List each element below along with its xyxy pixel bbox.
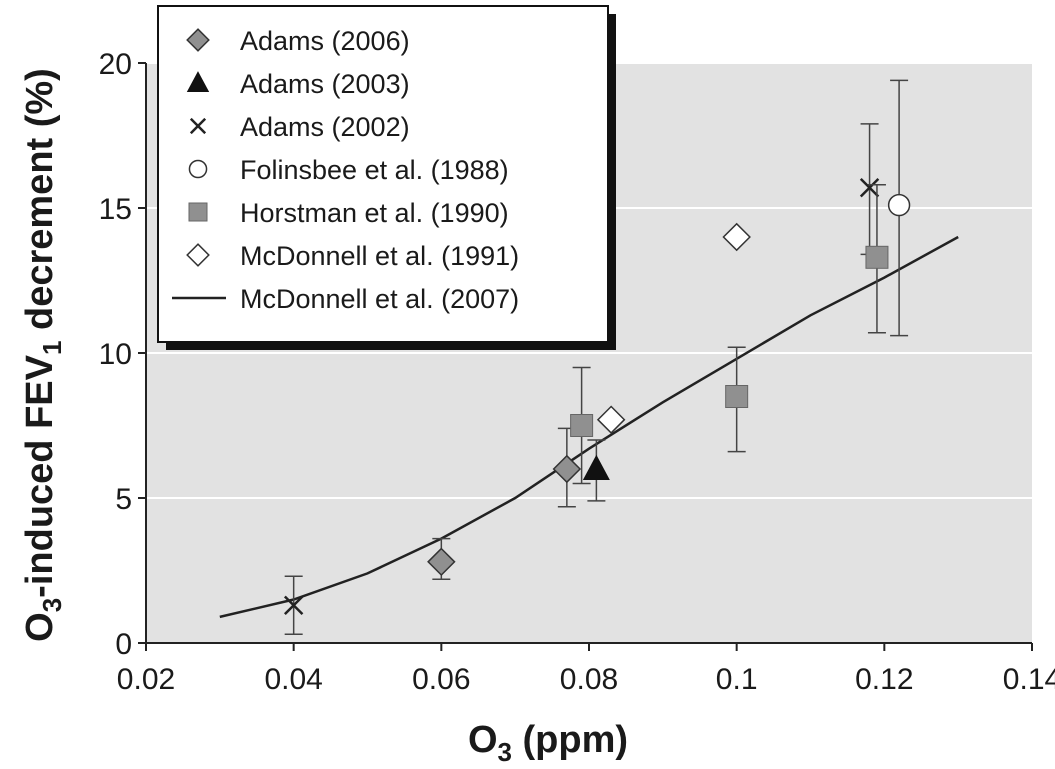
legend-label: Horstman et al. (1990)	[240, 198, 509, 228]
y-tick-label: 5	[115, 483, 132, 516]
y-tick-label: 15	[99, 193, 132, 226]
y-tick-label: 20	[99, 48, 132, 81]
data-point	[889, 195, 910, 216]
x-tick-label: 0.12	[855, 663, 913, 696]
legend-label: McDonnell et al. (2007)	[240, 284, 519, 314]
x-axis-title: O3 (ppm)	[468, 719, 628, 767]
data-point	[571, 415, 593, 437]
x-tick-label: 0.14	[1003, 663, 1055, 696]
legend: Adams (2006) Adams (2003) Adams (2002) Foli…	[158, 6, 616, 350]
legend-label: McDonnell et al. (1991)	[240, 241, 519, 271]
y-axis-ticks: 0 5 10 15 20	[99, 48, 146, 661]
x-tick-label: 0.04	[264, 663, 322, 696]
legend-label: Adams (2002)	[240, 112, 410, 142]
legend-label: Folinsbee et al. (1988)	[240, 155, 509, 185]
y-tick-label: 0	[115, 628, 132, 661]
legend-label: Adams (2003)	[240, 69, 410, 99]
x-tick-label: 0.08	[560, 663, 618, 696]
x-axis-ticks: 0.02 0.04 0.06 0.08 0.1 0.12 0.14	[117, 643, 1055, 696]
legend-label: Adams (2006)	[240, 26, 410, 56]
x-tick-label: 0.06	[412, 663, 470, 696]
x-tick-label: 0.1	[716, 663, 758, 696]
legend-swatch	[189, 160, 206, 177]
data-point	[866, 246, 888, 268]
x-tick-label: 0.02	[117, 663, 175, 696]
y-axis-title: O3-induced FEV1 decrement (%)	[19, 68, 67, 642]
data-point	[726, 386, 748, 408]
legend-swatch	[189, 203, 207, 221]
y-tick-label: 10	[99, 338, 132, 371]
